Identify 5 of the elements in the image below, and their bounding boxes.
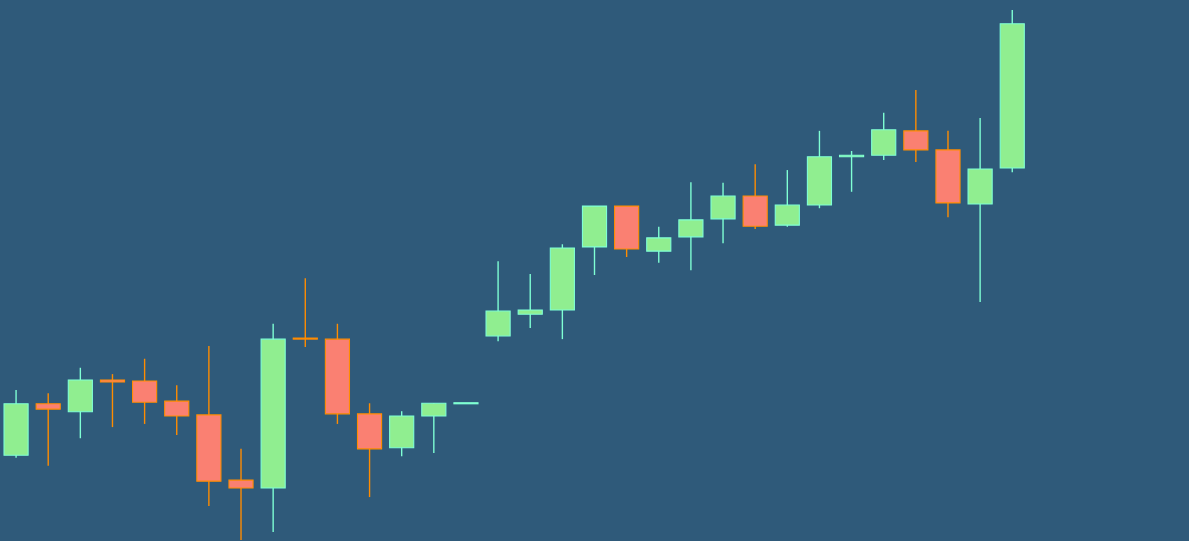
candlestick <box>35 392 61 467</box>
candlestick <box>517 273 543 329</box>
candlestick <box>99 373 126 428</box>
candlestick <box>228 448 254 541</box>
candlestick <box>292 277 318 348</box>
